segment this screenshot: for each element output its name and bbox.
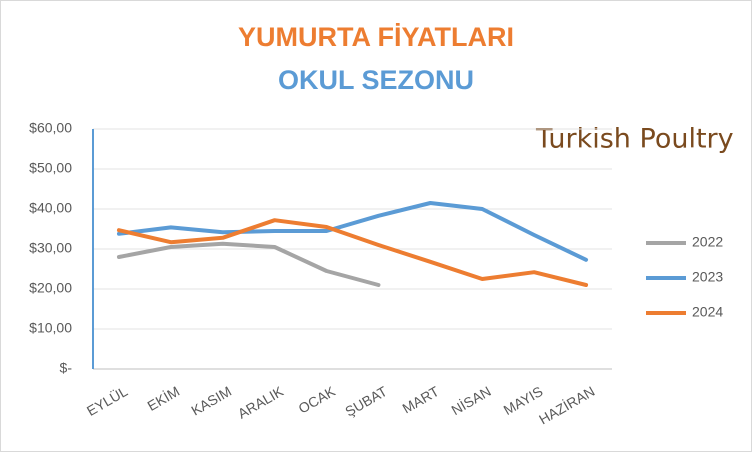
legend-label: 2024 — [692, 304, 723, 320]
series-line — [116, 201, 589, 262]
chart-title: YUMURTA FİYATLARI — [238, 22, 514, 52]
y-tick-label: $50,00 — [29, 160, 72, 176]
series-line — [116, 218, 589, 287]
y-tick-label: $10,00 — [29, 320, 72, 336]
y-tick-label: $- — [60, 360, 73, 376]
y-tick-label: $40,00 — [29, 200, 72, 216]
y-tick-label: $60,00 — [29, 120, 72, 136]
chart-subtitle: OKUL SEZONU — [278, 65, 474, 95]
series-line — [116, 241, 381, 287]
y-tick-label: $30,00 — [29, 240, 72, 256]
legend-label: 2023 — [692, 269, 723, 285]
logo: Turkish Poultry — [535, 124, 734, 155]
y-tick-label: $20,00 — [29, 280, 72, 296]
legend-label: 2022 — [692, 234, 723, 250]
